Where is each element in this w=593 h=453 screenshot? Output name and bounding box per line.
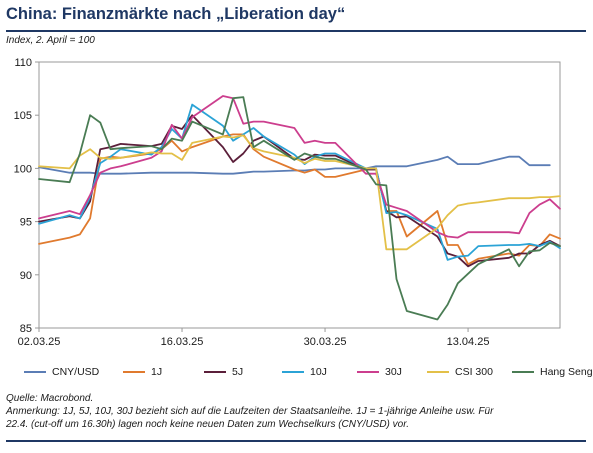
- legend-label: CNY/USD: [52, 366, 100, 378]
- chart-legend: CNY/USD 1J 5J 10J 30J CSI 300 Hang Seng: [24, 366, 593, 384]
- remark-note-line2: 22.4. (cut-off um 16.30h) lagen noch kei…: [6, 419, 409, 430]
- title-rule: [6, 30, 586, 32]
- legend-swatch: [282, 371, 304, 374]
- y-tick-label: 100: [14, 163, 32, 175]
- legend-swatch: [357, 371, 379, 374]
- y-tick-label: 95: [20, 217, 32, 229]
- legend-item: 30J: [357, 366, 402, 378]
- y-tick-label: 105: [14, 110, 32, 122]
- legend-swatch: [123, 371, 145, 374]
- series-line-hang-seng: [38, 96, 561, 321]
- footnote: Quelle: Macrobond. Anmerkung: 1J, 5J, 10…: [6, 392, 586, 431]
- x-tick-label: 16.03.25: [161, 336, 204, 348]
- legend-swatch: [427, 371, 449, 374]
- legend-label: Hang Seng: [540, 366, 593, 378]
- y-tick-label: 90: [20, 270, 32, 282]
- series-line-cny-usd: [38, 155, 551, 175]
- legend-label: 10J: [310, 366, 327, 378]
- legend-item: 10J: [282, 366, 327, 378]
- x-tick-label: 13.04.25: [447, 336, 490, 348]
- chart-title: China: Finanzmärkte nach „Liberation day…: [6, 5, 346, 23]
- series-line-1j: [38, 133, 561, 266]
- legend-item: CSI 300: [427, 366, 493, 378]
- x-tick-label: 30.03.25: [304, 336, 347, 348]
- line-chart: 85 90 95 100 105 110 02.03.25 16.03.25 30.03.25 1…: [14, 57, 561, 348]
- legend-label: 1J: [151, 366, 163, 378]
- legend-item: CNY/USD: [24, 366, 99, 378]
- footer-rule: [6, 440, 586, 442]
- legend-swatch: [204, 371, 226, 374]
- legend-item: 1J: [123, 366, 162, 378]
- legend-label: CSI 300: [455, 366, 493, 378]
- series-line-5j: [38, 114, 561, 268]
- chart-subtitle: Index, 2. April = 100: [6, 35, 95, 46]
- series-line-csi-300: [38, 134, 561, 251]
- legend-label: 30J: [385, 366, 402, 378]
- legend-item: Hang Seng: [512, 366, 593, 378]
- x-tick-label: 02.03.25: [18, 336, 61, 348]
- y-tick-label: 85: [20, 323, 32, 335]
- plot-area: [38, 61, 561, 329]
- legend-swatch: [24, 371, 46, 374]
- legend-item: 5J: [204, 366, 243, 378]
- legend-label: 5J: [232, 366, 244, 378]
- series-line-10j: [38, 103, 561, 261]
- remark-note-line1: Anmerkung: 1J, 5J, 10J, 30J bezieht sich…: [6, 406, 494, 417]
- y-tick-label: 110: [14, 57, 32, 69]
- source-note: Quelle: Macrobond.: [6, 393, 94, 404]
- series-line-30j: [38, 95, 561, 239]
- legend-swatch: [512, 371, 534, 374]
